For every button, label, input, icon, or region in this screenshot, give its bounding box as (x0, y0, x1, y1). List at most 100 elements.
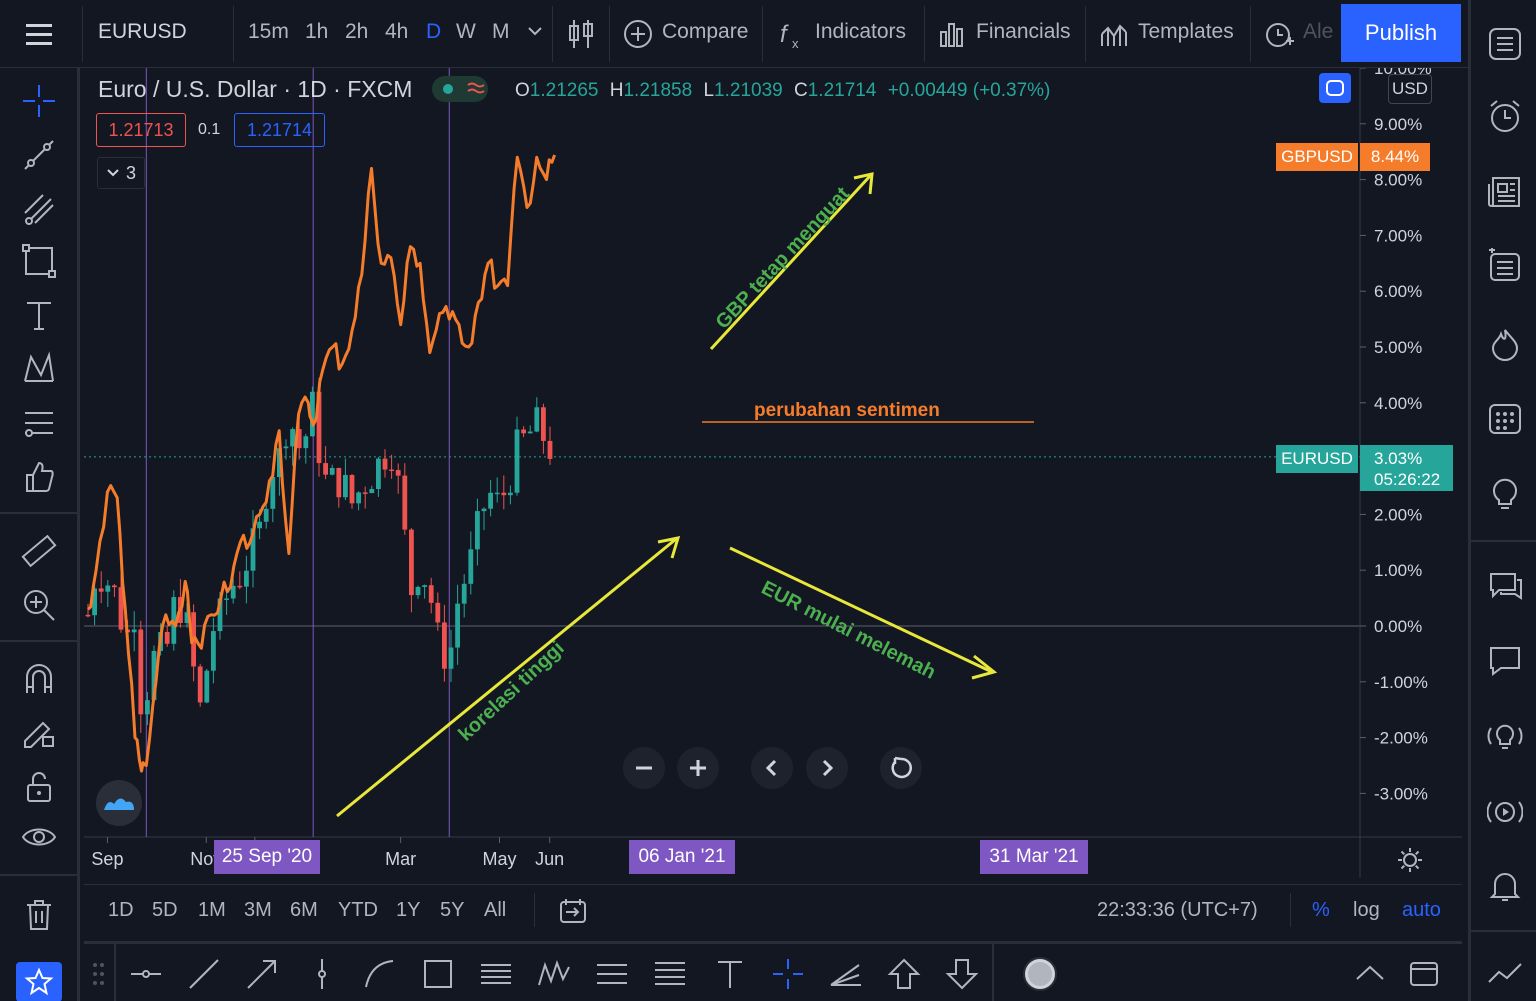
chart-settings-gear-icon[interactable] (1396, 846, 1424, 879)
range-1m[interactable]: 1M (198, 899, 226, 921)
templates-button[interactable]: Templates (1138, 20, 1234, 43)
cross-line-icon[interactable] (768, 954, 808, 994)
chats-icon[interactable] (1485, 566, 1525, 606)
clock-timezone[interactable]: 22:33:36 (UTC+7) (1097, 899, 1258, 921)
currency-button[interactable]: USD (1388, 74, 1432, 104)
parallel-channel-icon[interactable] (476, 954, 516, 994)
fib-retracement-icon[interactable] (18, 402, 60, 444)
reset-chart-button[interactable] (880, 747, 922, 789)
rectangle-tool-icon[interactable] (418, 954, 458, 994)
buy-button[interactable]: 1.21714 (234, 113, 325, 147)
fib-extension-icon[interactable] (650, 954, 690, 994)
interval-15m[interactable]: 15m (248, 20, 289, 43)
zoom-in-button[interactable] (677, 747, 719, 789)
interval-4h[interactable]: 4h (385, 20, 409, 43)
sync-icon[interactable] (1319, 73, 1351, 103)
vertical-line-icon[interactable] (302, 954, 342, 994)
pitchfan-icon[interactable] (826, 954, 866, 994)
symbol-search[interactable]: EURUSD (98, 20, 187, 43)
thumbs-up-icon[interactable] (18, 456, 60, 498)
trend-chart-icon[interactable] (1485, 950, 1525, 990)
arrow-tool-icon[interactable] (242, 954, 282, 994)
ruler-icon[interactable] (18, 530, 60, 572)
chevron-down-icon[interactable] (527, 24, 543, 43)
range-5y[interactable]: 5Y (440, 899, 465, 921)
favorites-star-icon[interactable] (16, 962, 62, 1001)
news-icon[interactable] (1485, 172, 1525, 212)
streams-bulb-icon[interactable] (1485, 716, 1525, 756)
chevron-up-icon[interactable] (1350, 954, 1390, 994)
range-5d[interactable]: 5D (152, 899, 178, 921)
eye-icon[interactable] (18, 816, 60, 858)
crosshair-icon[interactable] (18, 80, 60, 122)
templates-icon[interactable] (1100, 20, 1130, 53)
interval-2h[interactable]: 2h (345, 20, 369, 43)
interval-m[interactable]: M (492, 20, 510, 43)
horizontal-ray-icon[interactable] (126, 954, 166, 994)
drag-handle-icon[interactable] (92, 962, 106, 991)
publish-button[interactable]: Publish (1341, 4, 1461, 62)
chart-pane[interactable]: GBP tetap menguat perubahan sentimen kor… (84, 59, 1462, 878)
color-circle-icon[interactable] (1020, 954, 1060, 994)
pitchfork-icon[interactable] (18, 188, 60, 230)
watchlist-icon[interactable] (1485, 24, 1525, 64)
financials-button[interactable]: Financials (976, 20, 1071, 43)
messages-icon[interactable] (1485, 640, 1525, 680)
indicators-button[interactable]: Indicators (815, 20, 907, 43)
market-status-badge[interactable] (432, 76, 488, 102)
lock-drawing-icon[interactable] (18, 710, 60, 752)
arrow-down-icon[interactable] (942, 954, 982, 994)
notifications-bell-icon[interactable] (1485, 866, 1525, 906)
candles-icon[interactable] (566, 18, 596, 55)
window-maximize-icon[interactable] (1404, 954, 1444, 994)
rectangle-icon[interactable] (18, 240, 60, 282)
calendar-icon[interactable] (1485, 398, 1525, 438)
scroll-left-button[interactable] (751, 747, 793, 789)
price-chart[interactable]: GBP tetap menguat perubahan sentimen kor… (84, 59, 1462, 878)
alert-button[interactable]: Ale (1303, 20, 1334, 43)
range-1d[interactable]: 1D (108, 899, 134, 921)
line-tool-icon[interactable] (184, 954, 224, 994)
alert-clock-icon[interactable] (1485, 96, 1525, 136)
compare-icon[interactable] (623, 19, 653, 54)
interval-w[interactable]: W (456, 20, 476, 43)
alarm-clock-icon[interactable] (1264, 19, 1294, 54)
pattern-icon[interactable] (18, 348, 60, 390)
scroll-right-button[interactable] (806, 747, 848, 789)
percent-scale-toggle[interactable]: % (1312, 899, 1330, 921)
interval-d[interactable]: D (426, 20, 442, 43)
curve-tool-icon[interactable] (360, 954, 400, 994)
trend-line-icon[interactable] (18, 134, 60, 176)
go-to-date-icon[interactable] (558, 897, 588, 930)
text-icon[interactable] (710, 954, 750, 994)
range-3m[interactable]: 3M (244, 899, 272, 921)
interval-1h[interactable]: 1h (305, 20, 329, 43)
range-1y[interactable]: 1Y (396, 899, 421, 921)
range-6m[interactable]: 6M (290, 899, 318, 921)
text-tool-icon[interactable] (18, 294, 60, 336)
trash-icon[interactable] (18, 894, 60, 936)
compare-button[interactable]: Compare (662, 20, 749, 43)
arrow-up-icon[interactable] (884, 954, 924, 994)
hotlist-fire-icon[interactable] (1485, 324, 1525, 364)
range-all[interactable]: All (484, 899, 507, 921)
auto-scale-toggle[interactable]: auto (1402, 899, 1441, 921)
sell-button[interactable]: 1.21713 (96, 113, 186, 147)
ideas-bulb-icon[interactable] (1485, 474, 1525, 514)
zoom-out-button[interactable] (623, 747, 665, 789)
tradingview-logo-icon[interactable] (96, 780, 142, 826)
financials-icon[interactable] (938, 20, 966, 53)
unlock-icon[interactable] (18, 766, 60, 808)
broadcast-play-icon[interactable] (1485, 792, 1525, 832)
menu-icon[interactable] (24, 20, 54, 48)
zoom-in-icon[interactable] (18, 584, 60, 626)
elliott-wave-icon[interactable] (534, 954, 574, 994)
symbol-legend-title[interactable]: Euro / U.S. Dollar · 1D · FXCM (98, 76, 413, 102)
data-window-icon[interactable] (1485, 246, 1525, 286)
indicators-toggle[interactable]: 3 (97, 157, 145, 189)
range-ytd[interactable]: YTD (338, 899, 378, 921)
fib-levels-icon[interactable] (592, 954, 632, 994)
log-scale-toggle[interactable]: log (1353, 899, 1380, 921)
magnet-icon[interactable] (18, 658, 60, 700)
